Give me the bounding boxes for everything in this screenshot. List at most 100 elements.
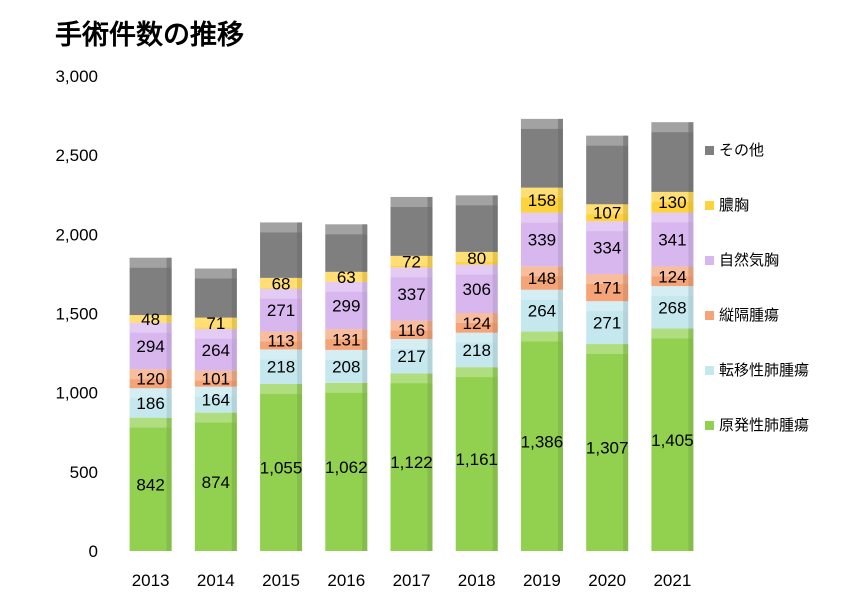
bar-highlight (651, 328, 694, 339)
bar-shade (166, 369, 172, 389)
legend-swatch (705, 421, 714, 430)
bar-segment-3-2016 (325, 329, 368, 350)
bar-highlight (260, 349, 303, 360)
data-label: 148 (528, 269, 556, 288)
data-label: 264 (528, 302, 556, 321)
bar-segment-2-2021 (651, 286, 694, 329)
bar-shade (623, 274, 629, 302)
bar-shade (297, 383, 303, 551)
bar-highlight (194, 317, 237, 328)
bar-shade (231, 317, 237, 329)
data-label: 158 (528, 191, 556, 210)
bar-highlight (325, 271, 368, 282)
bar-segment-6-2013 (129, 257, 172, 316)
data-label: 68 (272, 274, 291, 293)
bar-segment-2-2020 (586, 301, 629, 345)
x-tick-label: 2013 (132, 571, 170, 590)
bar-shade (623, 204, 629, 222)
data-label: 80 (467, 249, 486, 268)
bar-shade (623, 221, 629, 275)
data-label: 218 (267, 358, 295, 377)
y-tick-label: 0 (89, 542, 98, 561)
bar-segment-3-2020 (586, 274, 629, 302)
y-tick-label: 1,500 (55, 305, 98, 324)
data-label: 271 (267, 301, 295, 320)
legend-label: その他 (719, 141, 764, 159)
x-axis: 2013 2014 2015 2016 2017 2018 2019 2020 2021 (132, 571, 692, 590)
bar-shade (166, 257, 172, 316)
bar-highlight (129, 322, 172, 333)
bar-shade (492, 251, 498, 265)
bar-segment-6-2019 (520, 118, 563, 188)
bar-segment-5-2017 (390, 255, 433, 268)
bar-segment-6-2018 (455, 195, 498, 252)
data-label: 842 (136, 475, 164, 494)
bar-shade (231, 386, 237, 413)
bar-shade (492, 195, 498, 252)
bar-highlight (260, 331, 303, 342)
bar-shade (492, 313, 498, 333)
bar-shade (166, 315, 172, 323)
bar-shade (557, 187, 563, 213)
bar-shade (427, 320, 433, 339)
bar-highlight (260, 277, 303, 288)
bar-highlight (260, 222, 303, 233)
bar-segment-1-2016 (325, 382, 368, 551)
bar-shade (427, 373, 433, 551)
data-label: 874 (202, 473, 230, 492)
data-label: 299 (332, 297, 360, 316)
bar-shade (231, 412, 237, 551)
bar-segment-1-2013 (129, 417, 172, 551)
data-label: 101 (202, 370, 230, 389)
bar-segment-2-2016 (325, 349, 368, 383)
bar-segment-4-2013 (129, 322, 172, 370)
bar-highlight (325, 329, 368, 340)
bar-segment-5-2015 (260, 277, 303, 289)
bar-segment-5-2019 (520, 187, 563, 213)
bar-highlight (651, 122, 694, 133)
data-label: 306 (463, 280, 491, 299)
bar-shade (231, 328, 237, 371)
data-label: 294 (136, 337, 164, 356)
bar-highlight (586, 221, 629, 232)
bar-segment-6-2021 (651, 122, 694, 192)
bar-highlight (325, 224, 368, 235)
bar-segment-5-2021 (651, 191, 694, 213)
bar-segment-3-2017 (390, 320, 433, 339)
bar-shade (427, 267, 433, 321)
bar-shade (688, 191, 694, 213)
legend-swatch (705, 311, 714, 320)
x-tick-label: 2020 (588, 571, 626, 590)
bar-shade (557, 289, 563, 332)
bar-segment-4-2018 (455, 264, 498, 314)
data-label: 341 (658, 230, 686, 249)
bar-highlight (520, 331, 563, 342)
bar-highlight (325, 349, 368, 360)
bar-segment-5-2020 (586, 204, 629, 222)
bar-highlight (520, 289, 563, 300)
bars (129, 118, 694, 551)
data-label: 131 (332, 331, 360, 350)
bar-segment-5-2018 (455, 251, 498, 265)
bar-highlight (586, 135, 629, 146)
bar-highlight (194, 386, 237, 397)
bar-highlight (129, 369, 172, 380)
bar-shade (362, 281, 368, 330)
bar-shade (623, 344, 629, 551)
data-label: 208 (332, 357, 360, 376)
bar-highlight (520, 266, 563, 277)
bar-segment-6-2016 (325, 224, 368, 272)
y-tick-label: 2,000 (55, 225, 98, 244)
legend-label: 転移性肺腫瘍 (719, 361, 809, 379)
data-label: 71 (206, 314, 225, 333)
bar-shade (166, 388, 172, 418)
x-tick-label: 2016 (327, 571, 365, 590)
bar-segment-2-2019 (520, 289, 563, 332)
bar-segment-3-2018 (455, 313, 498, 333)
bar-shade (427, 196, 433, 256)
bar-highlight (455, 313, 498, 324)
bar-shade (362, 224, 368, 272)
y-tick-label: 3,000 (55, 67, 98, 86)
bar-shade (362, 349, 368, 383)
